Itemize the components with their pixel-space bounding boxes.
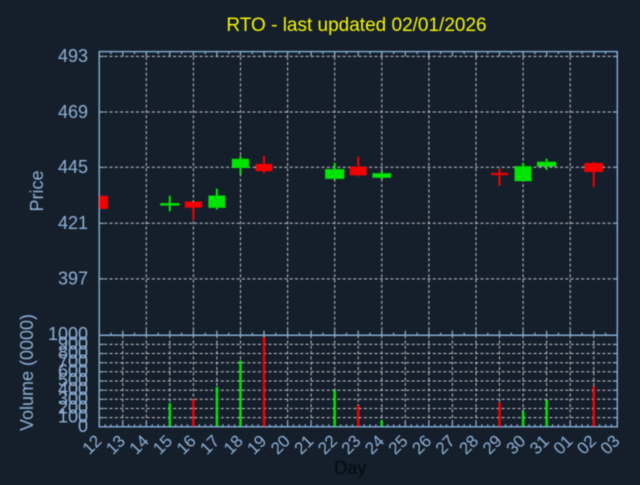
svg-text:397: 397 [58, 269, 88, 289]
svg-text:500: 500 [58, 370, 88, 390]
svg-text:100: 100 [58, 407, 88, 427]
svg-text:469: 469 [58, 102, 88, 122]
svg-text:900: 900 [58, 333, 88, 353]
svg-text:600: 600 [58, 361, 88, 381]
svg-text:445: 445 [58, 157, 88, 177]
svg-text:1000: 1000 [48, 324, 88, 344]
svg-text:Day: Day [334, 458, 366, 478]
svg-text:300: 300 [58, 388, 88, 408]
svg-text:800: 800 [58, 343, 88, 363]
svg-text:Price: Price [27, 170, 47, 211]
svg-text:700: 700 [58, 352, 88, 372]
svg-text:RTO - last updated 02/01/2026: RTO - last updated 02/01/2026 [226, 15, 486, 36]
svg-text:0: 0 [78, 416, 88, 436]
svg-text:400: 400 [58, 379, 88, 399]
svg-text:493: 493 [58, 46, 88, 66]
svg-text:Volume (0000): Volume (0000) [17, 314, 37, 431]
svg-text:200: 200 [58, 398, 88, 418]
svg-text:421: 421 [58, 213, 88, 233]
